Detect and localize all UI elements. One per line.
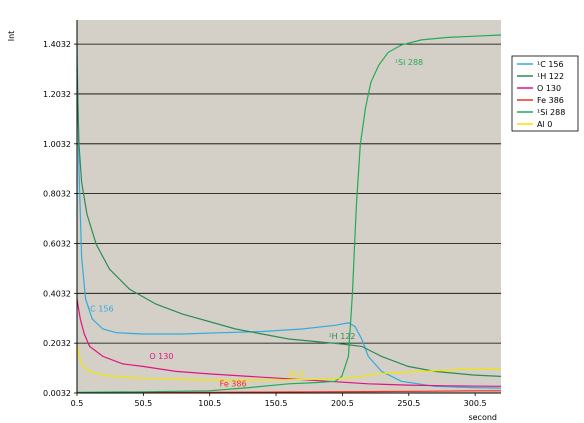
x-tick-label: 200.5 <box>331 399 354 408</box>
x-tick-label: 0.5 <box>71 399 84 408</box>
x-tick-label: 50.5 <box>134 399 152 408</box>
series-annotation: Al 0 <box>289 369 304 378</box>
x-tick-label: 300.5 <box>464 399 487 408</box>
series-annotation: ¹C 156 <box>87 305 114 314</box>
y-tick-label: 0.2032 <box>43 339 71 348</box>
x-tick-label: 150.5 <box>265 399 288 408</box>
y-tick-label: 0.0032 <box>43 389 71 398</box>
legend-label: ¹C 156 <box>537 60 564 69</box>
annotations-group: ¹C 156 ¹H 122 O 130 Fe 386 ¹Si 288 Al 0 <box>87 58 423 388</box>
legend: ¹C 156 ¹H 122 O 130 Fe 386 ¹Si 288 Al 0 <box>511 55 579 132</box>
x-axis-title: second <box>468 413 497 422</box>
series-annotation: ¹H 122 <box>328 332 355 341</box>
y-tick-label: 1.4032 <box>43 40 71 49</box>
series-annotation: ¹Si 288 <box>395 58 423 67</box>
series-line <box>76 343 501 381</box>
series-line <box>76 299 502 387</box>
x-ticks: 0.5 50.5 100.5 150.5 200.5 250.5 300.5 <box>71 393 487 408</box>
series-line <box>76 44 502 389</box>
x-tick-label: 250.5 <box>397 399 420 408</box>
y-tick-label: 1.0032 <box>43 140 71 149</box>
legend-box <box>511 55 579 132</box>
y-tick-label: 0.8032 <box>43 190 71 199</box>
legend-label: ¹H 122 <box>537 72 564 81</box>
legend-items: ¹C 156 ¹H 122 O 130 Fe 386 ¹Si 288 Al 0 <box>517 60 565 129</box>
legend-label: Fe 386 <box>537 96 564 105</box>
y-axis-title: Int <box>7 31 16 42</box>
series-annotation: O 130 <box>149 352 173 361</box>
series-annotation: Fe 386 <box>220 379 247 388</box>
series-line <box>76 69 502 377</box>
series-line <box>76 34 502 393</box>
plot-area <box>77 20 501 393</box>
legend-label: ¹Si 288 <box>537 108 565 117</box>
y-tick-label: 0.4032 <box>43 289 71 298</box>
y-tick-label: 1.2032 <box>43 90 71 99</box>
grid-lines <box>77 43 501 344</box>
y-ticks: 0.0032 0.2032 0.4032 0.6032 0.8032 1.0032 1.20… <box>43 40 77 398</box>
legend-label: O 130 <box>537 84 561 93</box>
x-tick-label: 100.5 <box>198 399 221 408</box>
y-tick-label: 0.6032 <box>43 239 71 248</box>
legend-label: Al 0 <box>537 120 552 129</box>
